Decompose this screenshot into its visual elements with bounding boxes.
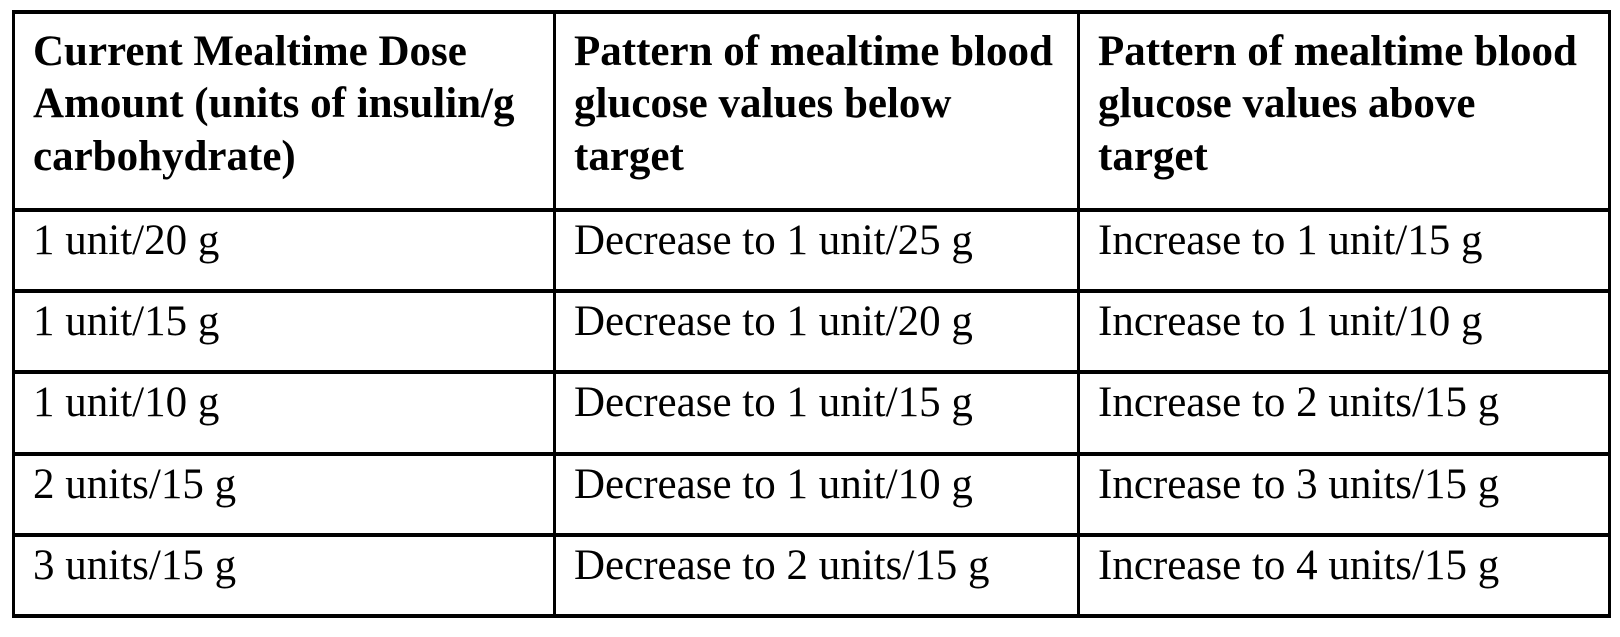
cell-current-dose: 3 units/15 g	[12, 532, 556, 619]
insulin-dose-adjustment-table: Current Mealtime Dose Amount (units of i…	[12, 10, 1611, 619]
cell-decrease-action: Decrease to 2 units/15 g	[553, 532, 1080, 619]
cell-current-dose: 1 unit/10 g	[12, 370, 556, 456]
cell-increase-action: Increase to 1 unit/15 g	[1077, 207, 1611, 294]
cell-current-dose: 2 units/15 g	[12, 451, 556, 537]
table-row: 3 units/15 g Decrease to 2 units/15 g In…	[12, 532, 1611, 619]
table-row: 1 unit/10 g Decrease to 1 unit/15 g Incr…	[12, 370, 1611, 456]
table-row: 1 unit/20 g Decrease to 1 unit/25 g Incr…	[12, 207, 1611, 294]
cell-increase-action: Increase to 3 units/15 g	[1077, 451, 1611, 537]
cell-decrease-action: Decrease to 1 unit/10 g	[553, 451, 1080, 537]
table-row: 1 unit/15 g Decrease to 1 unit/20 g Incr…	[12, 289, 1611, 375]
header-pattern-above-target: Pattern of mealtime blood glucose values…	[1077, 10, 1611, 212]
table-header-row: Current Mealtime Dose Amount (units of i…	[12, 10, 1611, 212]
cell-decrease-action: Decrease to 1 unit/20 g	[553, 289, 1080, 375]
cell-decrease-action: Decrease to 1 unit/25 g	[553, 207, 1080, 294]
cell-current-dose: 1 unit/15 g	[12, 289, 556, 375]
cell-increase-action: Increase to 1 unit/10 g	[1077, 289, 1611, 375]
cell-increase-action: Increase to 2 units/15 g	[1077, 370, 1611, 456]
cell-current-dose: 1 unit/20 g	[12, 207, 556, 294]
cell-increase-action: Increase to 4 units/15 g	[1077, 532, 1611, 619]
header-current-mealtime-dose: Current Mealtime Dose Amount (units of i…	[12, 10, 556, 212]
cell-decrease-action: Decrease to 1 unit/15 g	[553, 370, 1080, 456]
header-pattern-below-target: Pattern of mealtime blood glucose values…	[553, 10, 1080, 212]
table-row: 2 units/15 g Decrease to 1 unit/10 g Inc…	[12, 451, 1611, 537]
